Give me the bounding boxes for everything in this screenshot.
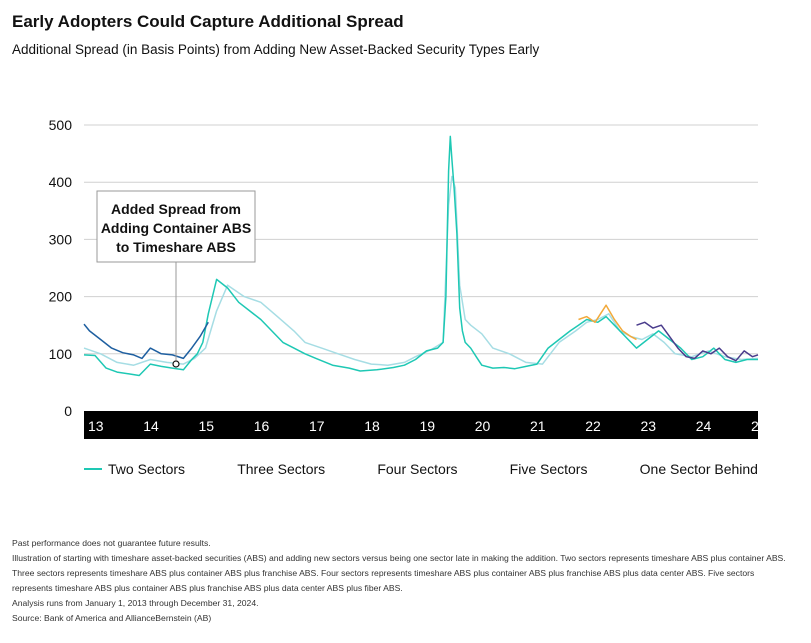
x-tick-label: 22 <box>585 418 601 434</box>
legend-swatch <box>84 468 102 470</box>
y-tick-label: 500 <box>49 117 73 133</box>
series-line-five-sectors <box>578 304 637 341</box>
x-axis: 13 14 15 16 17 18 19 20 21 22 23 24 25 <box>88 418 767 434</box>
footnotes: Past performance does not guarantee futu… <box>12 536 797 626</box>
annotation-box <box>96 190 256 263</box>
legend-item-one-sector-behind: One Sector Behind <box>640 461 758 477</box>
x-tick-label: 25 <box>751 418 767 434</box>
legend-label: Three Sectors <box>237 461 326 477</box>
legend-item-four-sectors: Four Sectors <box>377 461 457 477</box>
x-tick-label: 24 <box>696 418 712 434</box>
y-tick-label: 400 <box>49 174 73 190</box>
footnote-period: Analysis runs from January 1, 2013 throu… <box>12 598 259 608</box>
annotation-line-3: to Timeshare ABS <box>116 239 236 255</box>
legend-label: Four Sectors <box>377 461 458 477</box>
y-axis: 0 100 200 300 400 500 <box>49 117 73 419</box>
y-tick-label: 100 <box>49 346 73 362</box>
legend-item-two-sectors: Two Sectors <box>84 461 185 477</box>
line-chart: 0 100 200 300 400 500 13 14 15 16 17 18 19 20 21 22 23 2… <box>48 117 767 439</box>
annotation-line-1: Added Spread from <box>111 201 241 217</box>
x-tick-label: 13 <box>88 418 104 434</box>
footnote-source: Source: Bank of America and AllianceBern… <box>12 613 212 623</box>
x-tick-label: 14 <box>143 418 159 434</box>
x-tick-label: 21 <box>530 418 546 434</box>
footnote-illustration: Illustration of starting with timeshare … <box>12 553 786 593</box>
x-tick-label: 18 <box>364 418 380 434</box>
x-tick-label: 20 <box>475 418 491 434</box>
series-line-one-sector-behind <box>636 321 759 362</box>
x-tick-label: 16 <box>254 418 270 434</box>
legend-item-three-sectors: Three Sectors <box>237 461 325 477</box>
legend-item-five-sectors: Five Sectors <box>510 461 588 477</box>
y-tick-label: 300 <box>49 231 73 247</box>
y-tick-label: 0 <box>64 403 72 419</box>
series-lines <box>83 135 759 377</box>
chart-subtitle: Additional Spread (in Basis Points) from… <box>12 42 540 57</box>
legend-label: Five Sectors <box>509 461 588 477</box>
legend-label: One Sector Behind <box>639 461 758 477</box>
series-line-two-sectors <box>83 135 758 377</box>
x-tick-label: 23 <box>640 418 656 434</box>
annotation-marker <box>172 360 180 368</box>
y-tick-label: 200 <box>49 289 73 305</box>
footnote-disclaimer: Past performance does not guarantee futu… <box>12 538 211 548</box>
x-tick-label: 17 <box>309 418 325 434</box>
x-tick-label: 15 <box>198 418 214 434</box>
chart-title: Early Adopters Could Capture Additional … <box>12 12 404 31</box>
legend-label: Two Sectors <box>108 461 186 477</box>
series-line-four-sectors <box>83 321 209 360</box>
x-tick-label: 19 <box>419 418 435 434</box>
x-axis-band <box>84 411 758 439</box>
annotation-line-2: Adding Container ABS <box>101 220 251 236</box>
series-line-three-sectors <box>83 175 759 366</box>
legend: Two Sectors Three Sectors Four Sectors F… <box>84 461 758 477</box>
